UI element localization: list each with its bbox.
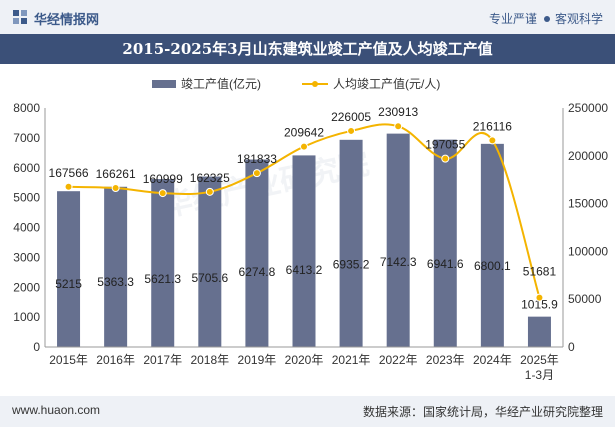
bar bbox=[386, 133, 410, 347]
line-point bbox=[535, 293, 544, 302]
right-tick-label: 0 bbox=[568, 340, 575, 354]
bar-value-label: 6941.6 bbox=[427, 257, 464, 271]
line-point bbox=[488, 136, 497, 145]
bar bbox=[151, 179, 175, 347]
line-value-label: 197055 bbox=[425, 138, 465, 152]
line-value-label: 166261 bbox=[96, 167, 136, 181]
line-point bbox=[252, 169, 261, 178]
bar-value-label: 6413.2 bbox=[286, 263, 323, 277]
x-tick-label: 2021年 bbox=[332, 353, 371, 367]
bar bbox=[104, 186, 128, 347]
x-tick-label: 2024年 bbox=[473, 353, 512, 367]
tagline: 专业严谨 客观科学 bbox=[489, 10, 603, 27]
bar bbox=[292, 155, 316, 347]
bar bbox=[480, 143, 504, 347]
legend: 竣工产值(亿元) 人均竣工产值(元/人) bbox=[152, 76, 440, 91]
left-tick-label: 5000 bbox=[13, 191, 40, 205]
legend-line-marker bbox=[312, 81, 318, 87]
legend-line-label: 人均竣工产值(元/人) bbox=[333, 76, 440, 91]
line-point bbox=[300, 142, 308, 151]
bar-value-label: 6935.2 bbox=[333, 257, 370, 271]
left-axis: 0 1000 2000 3000 4000 5000 6000 7000 8000 bbox=[13, 101, 46, 354]
right-tick-label: 250000 bbox=[568, 101, 608, 115]
right-axis: 0 50000 100000 150000 200000 250000 bbox=[562, 101, 608, 354]
line-point bbox=[111, 184, 120, 193]
x-tick-label: 2019年 bbox=[238, 353, 277, 367]
left-tick-label: 7000 bbox=[13, 131, 40, 145]
x-tick-label: 2017年 bbox=[143, 353, 182, 367]
tagline-right: 客观科学 bbox=[554, 12, 603, 26]
x-tick-label: 2023年 bbox=[426, 353, 465, 367]
line-value-label: 160999 bbox=[143, 172, 183, 186]
bar bbox=[198, 176, 222, 347]
bar-value-label: 5215 bbox=[55, 277, 82, 291]
bar bbox=[339, 139, 363, 347]
line-point bbox=[64, 182, 73, 191]
line-value-label: 181833 bbox=[237, 152, 277, 166]
bar-value-label: 6800.1 bbox=[474, 259, 511, 273]
line-value-label: 167566 bbox=[49, 166, 89, 180]
x-tick-label: 2020年 bbox=[285, 353, 324, 367]
right-tick-label: 150000 bbox=[568, 197, 608, 211]
header-bar: 华经情报网 专业严谨 客观科学 bbox=[0, 0, 615, 34]
title-bar: 2015-2025年3月山东建筑业竣工产值及人均竣工产值 bbox=[0, 34, 615, 64]
left-tick-label: 3000 bbox=[13, 250, 40, 264]
bar-value-label: 5705.6 bbox=[191, 271, 228, 285]
data-source: 数据来源：国家统计局，华经产业研究院整理 bbox=[362, 405, 603, 419]
line-value-label: 209642 bbox=[284, 126, 324, 140]
legend-bar-swatch bbox=[152, 80, 176, 88]
chart-area: 竣工产值(亿元) 人均竣工产值(元/人) 0 1000 2000 3000 4000 50… bbox=[13, 76, 608, 382]
line-value-label: 226005 bbox=[331, 110, 371, 124]
bar-value-label: 1015.9 bbox=[521, 298, 558, 312]
left-tick-label: 8000 bbox=[13, 101, 40, 115]
logo-icon bbox=[13, 10, 27, 24]
line-point bbox=[394, 122, 403, 131]
bar bbox=[245, 159, 269, 347]
bar bbox=[57, 191, 81, 347]
line-series bbox=[64, 122, 544, 302]
line-point bbox=[441, 154, 450, 163]
chart-title: 2015-2025年3月山东建筑业竣工产值及人均竣工产值 bbox=[122, 40, 493, 58]
left-tick-label: 2000 bbox=[13, 280, 40, 294]
bar-value-label: 7142.3 bbox=[380, 255, 417, 269]
left-tick-label: 1000 bbox=[13, 310, 40, 324]
line-path bbox=[68, 123, 541, 298]
bar bbox=[433, 139, 457, 347]
line-point bbox=[347, 126, 356, 135]
x-tick-label: 2015年 bbox=[49, 353, 88, 367]
x-tick-label: 2025年 1-3月 bbox=[520, 353, 559, 382]
left-tick-label: 4000 bbox=[13, 221, 40, 235]
x-axis: 2015年 2016年 2017年 2018年 2019年 2020年 2021年 2022年… bbox=[45, 346, 563, 382]
bar-value-label: 5363.3 bbox=[97, 275, 134, 289]
x-tick-label: 2016年 bbox=[96, 353, 135, 367]
tagline-dot bbox=[543, 16, 550, 23]
line-point bbox=[158, 189, 167, 198]
bar-series bbox=[57, 133, 551, 347]
right-tick-label: 100000 bbox=[568, 244, 608, 258]
footer-bar: www.huaon.com 数据来源：国家统计局，华经产业研究院整理 bbox=[0, 396, 615, 427]
right-tick-label: 200000 bbox=[568, 149, 608, 163]
left-tick-label: 6000 bbox=[13, 161, 40, 175]
line-value-label: 216116 bbox=[473, 119, 512, 133]
left-tick-label: 0 bbox=[33, 340, 40, 354]
x-tick-label: 2018年 bbox=[190, 353, 229, 367]
tagline-left: 专业严谨 bbox=[488, 12, 537, 26]
brand-name: 华经情报网 bbox=[34, 12, 100, 27]
line-value-label: 230913 bbox=[378, 105, 418, 119]
right-tick-label: 50000 bbox=[568, 292, 602, 306]
bar-labels: 5215 5363.3 5621.3 5705.6 6274.8 6413.2 6935.2… bbox=[55, 255, 558, 312]
bar-value-label: 6274.8 bbox=[239, 265, 276, 279]
line-value-label: 51681 bbox=[523, 265, 557, 279]
line-labels: 167566 166261 160999 162325 181833 209642 2260… bbox=[49, 105, 557, 278]
legend-bar-label: 竣工产值(亿元) bbox=[181, 76, 261, 91]
site-url: www.huaon.com bbox=[12, 403, 101, 417]
line-point bbox=[205, 187, 214, 196]
bar bbox=[527, 316, 551, 347]
bar-value-label: 5621.3 bbox=[144, 272, 181, 286]
line-value-label: 162325 bbox=[190, 171, 230, 185]
x-tick-label: 2022年 bbox=[379, 353, 418, 367]
